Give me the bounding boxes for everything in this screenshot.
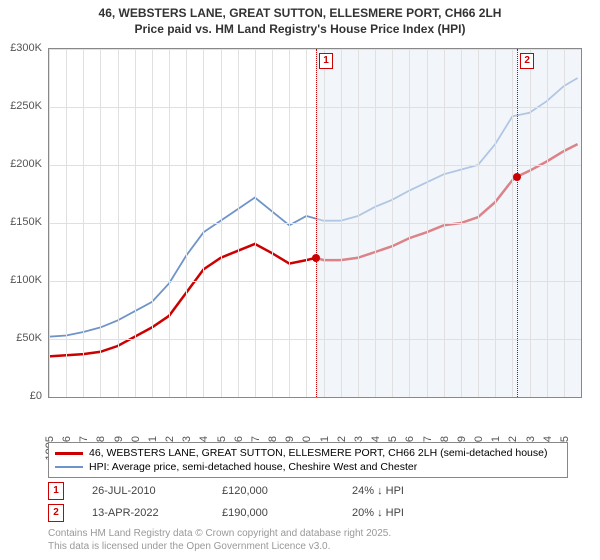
gridline-v <box>375 49 376 397</box>
gridline-v <box>289 49 290 397</box>
gridline-v <box>255 49 256 397</box>
x-axis: 1995199619971998199920002001200220032004… <box>48 400 582 440</box>
sale-date: 26-JUL-2010 <box>92 485 222 497</box>
sale-delta: 24% ↓ HPI <box>352 485 482 497</box>
gridline-v <box>169 49 170 397</box>
gridline-v <box>547 49 548 397</box>
y-tick-label: £100K <box>10 274 42 286</box>
gridline-v <box>341 49 342 397</box>
gridline-v <box>186 49 187 397</box>
chart-title: 46, WEBSTERS LANE, GREAT SUTTON, ELLESME… <box>0 0 600 37</box>
sales-table: 1 26-JUL-2010 £120,000 24% ↓ HPI 2 13-AP… <box>48 482 482 526</box>
gridline-v <box>495 49 496 397</box>
marker-dot <box>513 173 521 181</box>
y-tick-label: £50K <box>16 332 42 344</box>
gridline-v <box>221 49 222 397</box>
y-tick-label: £250K <box>10 100 42 112</box>
gridline-v <box>66 49 67 397</box>
legend-swatch-blue <box>55 466 83 468</box>
gridline-v <box>203 49 204 397</box>
gridline-v <box>461 49 462 397</box>
gridline-v <box>512 49 513 397</box>
legend-row: HPI: Average price, semi-detached house,… <box>55 460 561 474</box>
gridline-v <box>530 49 531 397</box>
legend-label: 46, WEBSTERS LANE, GREAT SUTTON, ELLESME… <box>89 447 547 459</box>
sale-delta: 20% ↓ HPI <box>352 507 482 519</box>
marker-flag: 1 <box>319 53 333 69</box>
gridline-v <box>49 49 50 397</box>
gridline-h <box>49 281 581 282</box>
marker-line <box>517 49 518 397</box>
marker-dot <box>312 254 320 262</box>
gridline-v <box>83 49 84 397</box>
plot-area: 12 <box>48 48 582 398</box>
gridline-v <box>478 49 479 397</box>
gridline-v <box>118 49 119 397</box>
marker-flag: 2 <box>520 53 534 69</box>
gridline-v <box>358 49 359 397</box>
y-axis: £0£50K£100K£150K£200K£250K£300K <box>0 48 44 398</box>
gridline-v <box>324 49 325 397</box>
marker-line <box>316 49 317 397</box>
y-tick-label: £0 <box>30 390 42 402</box>
legend-label: HPI: Average price, semi-detached house,… <box>89 461 417 473</box>
gridline-v <box>564 49 565 397</box>
footer-attribution: Contains HM Land Registry data © Crown c… <box>48 528 391 553</box>
footer-line-2: This data is licensed under the Open Gov… <box>48 541 330 552</box>
y-tick-label: £200K <box>10 158 42 170</box>
legend-row: 46, WEBSTERS LANE, GREAT SUTTON, ELLESME… <box>55 446 561 460</box>
legend-swatch-red <box>55 452 83 455</box>
gridline-v <box>100 49 101 397</box>
y-tick-label: £150K <box>10 216 42 228</box>
legend: 46, WEBSTERS LANE, GREAT SUTTON, ELLESME… <box>48 442 568 478</box>
gridline-h <box>49 107 581 108</box>
gridline-h <box>49 223 581 224</box>
sale-date: 13-APR-2022 <box>92 507 222 519</box>
table-row: 2 13-APR-2022 £190,000 20% ↓ HPI <box>48 504 482 522</box>
title-line-1: 46, WEBSTERS LANE, GREAT SUTTON, ELLESME… <box>99 6 502 20</box>
gridline-v <box>409 49 410 397</box>
sale-price: £190,000 <box>222 507 352 519</box>
chart-container: 46, WEBSTERS LANE, GREAT SUTTON, ELLESME… <box>0 0 600 560</box>
gridline-v <box>238 49 239 397</box>
sale-price: £120,000 <box>222 485 352 497</box>
gridline-v <box>272 49 273 397</box>
sale-marker-badge: 1 <box>48 482 64 500</box>
gridline-h <box>49 339 581 340</box>
footer-line-1: Contains HM Land Registry data © Crown c… <box>48 528 391 539</box>
gridline-v <box>152 49 153 397</box>
gridline-v <box>444 49 445 397</box>
y-tick-label: £300K <box>10 42 42 54</box>
gridline-h <box>49 49 581 50</box>
gridline-v <box>427 49 428 397</box>
sale-marker-badge: 2 <box>48 504 64 522</box>
table-row: 1 26-JUL-2010 £120,000 24% ↓ HPI <box>48 482 482 500</box>
gridline-v <box>306 49 307 397</box>
gridline-v <box>135 49 136 397</box>
title-line-2: Price paid vs. HM Land Registry's House … <box>135 22 466 36</box>
gridline-h <box>49 165 581 166</box>
gridline-v <box>392 49 393 397</box>
